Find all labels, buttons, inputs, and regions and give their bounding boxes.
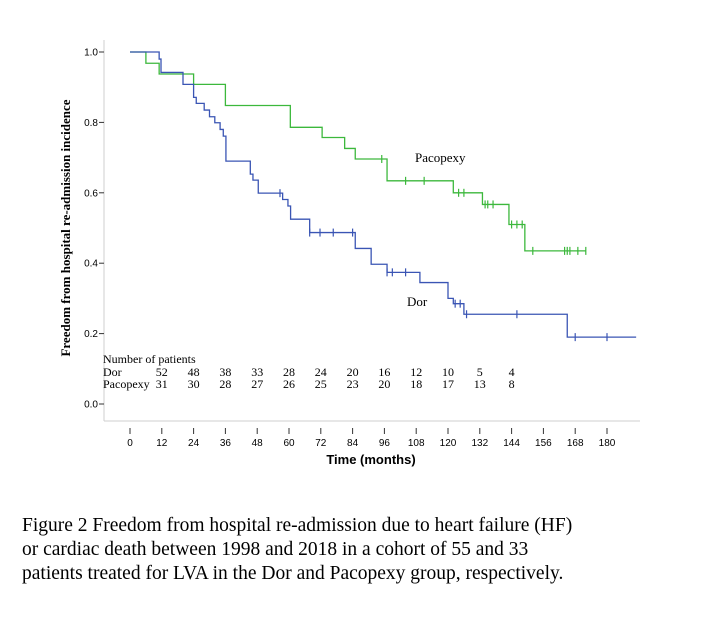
risk-row-label: Pacopexy [103,377,150,391]
curves: Pacopexy Dor [130,51,637,342]
risk-value: 25 [315,377,327,391]
x-tick-label: 0 [127,438,133,449]
risk-value: 33 [251,365,263,379]
km-curve-dor [130,51,637,338]
x-tick-label: 72 [315,438,327,449]
km-curve-pacopexy [130,51,586,252]
series-label-dor: Dor [407,294,428,309]
series-label-pacopexy: Pacopexy [415,150,466,165]
risk-value: 28 [283,365,295,379]
caption-line: patients treated for LVA in the Dor and … [22,563,564,584]
figure-caption: Figure 2 Freedom from hospital re-admiss… [22,514,717,586]
axes: 0.00.20.40.60.81.00 12 24 36 48 60 72 84 96 108 12… [84,40,640,449]
x-tick-label: 24 [188,438,200,449]
risk-value: 17 [442,377,454,391]
x-tick-label: 96 [379,438,391,449]
y-tick-label: 0.0 [84,400,98,411]
x-tick-label: 180 [599,438,616,449]
x-tick-label: 12 [156,438,168,449]
risk-value: 8 [509,377,515,391]
x-tick-label: 84 [347,438,359,449]
risk-value: 27 [251,377,263,391]
risk-value: 4 [509,365,515,379]
y-tick-label: 1.0 [84,48,98,59]
x-tick-label: 156 [535,438,552,449]
x-tick-label: 132 [471,438,488,449]
km-chart: 0.00.20.40.60.81.00 12 24 36 48 60 72 84 96 108 12… [58,40,640,467]
risk-value: 20 [378,377,390,391]
x-tick-label: 120 [440,438,457,449]
risk-value: 52 [156,365,168,379]
x-axis-label: Time (months) [326,452,415,467]
y-axis-label: Freedom from hospital re-admission incid… [58,99,73,356]
x-tick-label: 36 [220,438,232,449]
x-tick-label: 144 [503,438,520,449]
risk-row-label: Dor [103,365,122,379]
caption-line: Figure 2 Freedom from hospital re-admiss… [22,515,573,536]
y-tick-label: 0.2 [84,329,98,340]
risk-value: 24 [315,365,327,379]
x-tick-label: 60 [283,438,295,449]
risk-value: 12 [410,365,422,379]
y-tick-label: 0.4 [84,259,98,270]
risk-value: 5 [477,365,483,379]
risk-value: 23 [347,377,359,391]
risk-value: 31 [156,377,168,391]
x-tick-label: 168 [567,438,584,449]
risk-value: 16 [378,365,390,379]
risk-value: 26 [283,377,295,391]
risk-table-title: Number of patients [103,352,196,366]
x-tick-label: 48 [252,438,264,449]
y-tick-label: 0.8 [84,118,98,129]
risk-value: 18 [410,377,422,391]
x-tick-label: 108 [408,438,425,449]
risk-value: 28 [219,377,231,391]
risk-value: 48 [188,365,200,379]
risk-value: 20 [347,365,359,379]
risk-value: 13 [474,377,486,391]
caption-line: or cardiac death between 1998 and 2018 i… [22,539,529,560]
risk-value: 30 [188,377,200,391]
y-tick-label: 0.6 [84,188,98,199]
risk-value: 38 [219,365,231,379]
risk-value: 10 [442,365,454,379]
